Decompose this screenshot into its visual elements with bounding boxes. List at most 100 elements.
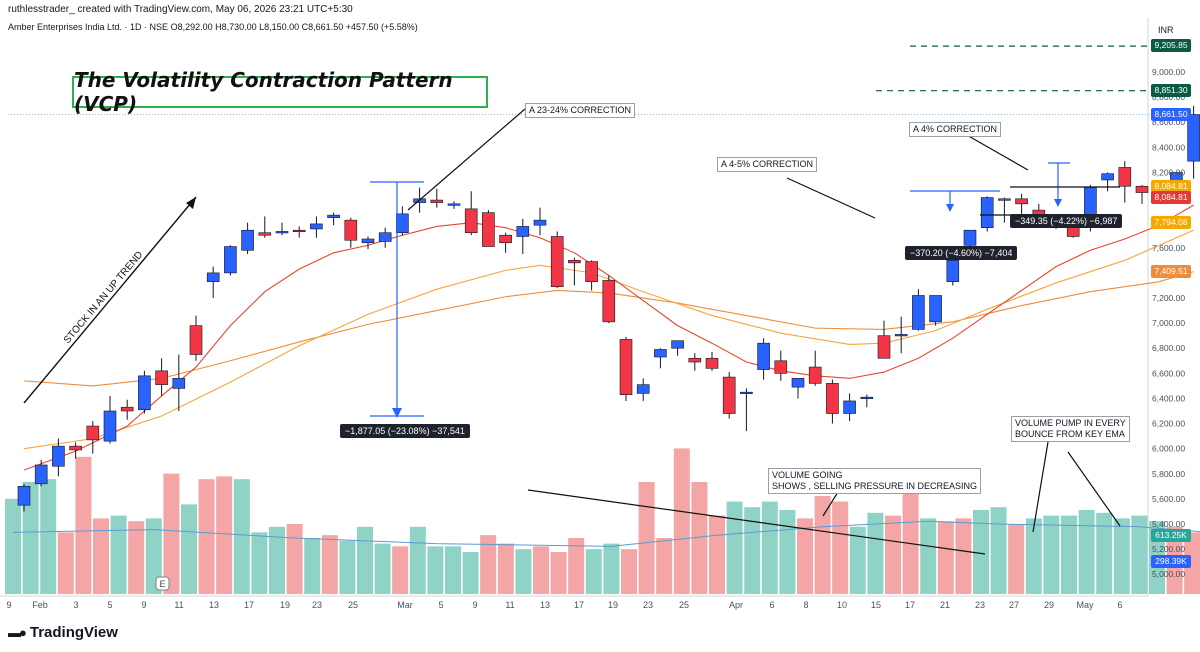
volume-going-note: VOLUME GOING SHOWS , SELLING PRESSURE IN… <box>768 468 982 494</box>
volume-bar-13 <box>233 479 250 594</box>
x-tick-0: 9 <box>6 600 11 610</box>
volume-bar-21 <box>374 543 391 594</box>
x-tick-28: 27 <box>1009 600 1019 610</box>
volume-bar-19 <box>339 540 356 594</box>
candle-body-36 <box>636 384 650 394</box>
candle-46 <box>808 350 822 386</box>
uptrend-label: STOCK IN AN UP TREND <box>62 249 145 345</box>
candle-6 <box>120 399 134 420</box>
candle-8 <box>155 358 168 396</box>
x-tick-12: 5 <box>438 600 443 610</box>
volume-bar-34 <box>603 543 620 594</box>
candle-body-45 <box>791 378 805 388</box>
volume-bar-33 <box>585 549 602 594</box>
candle-29 <box>516 218 530 255</box>
volume-bar-38 <box>673 448 690 594</box>
volume-bar-29 <box>515 549 532 594</box>
measure2-arrow <box>946 204 954 212</box>
candle-body-43 <box>757 342 770 370</box>
x-tick-19: 25 <box>679 600 689 610</box>
x-tick-4: 9 <box>141 600 146 610</box>
tradingview-logo[interactable]: ▬● TradingView <box>8 624 118 641</box>
chart-title-box: The Volatility Contraction Pattern (VCP) <box>72 68 488 116</box>
x-tick-2: 3 <box>73 600 78 610</box>
volume-bar-55 <box>973 510 989 594</box>
price-label-6: 7,409.51 <box>1151 264 1191 278</box>
candle-47 <box>826 379 839 424</box>
candle-7 <box>138 370 151 414</box>
y-tick-17: 5,600.00 <box>1152 494 1185 504</box>
volume-bar-40 <box>709 515 725 594</box>
x-tick-13: 9 <box>472 600 477 610</box>
candle-14 <box>258 216 272 238</box>
callout-line-4 <box>964 133 1029 171</box>
candle-body-22 <box>396 213 409 234</box>
candle-37 <box>654 348 667 369</box>
x-tick-7: 17 <box>244 600 254 610</box>
candle-body-7 <box>138 375 151 411</box>
volume-bar-32 <box>568 538 585 594</box>
price-label-8: 298.39K <box>1151 554 1191 568</box>
x-tick-11: Mar <box>397 600 413 610</box>
price-label-3: 8,084.81 <box>1151 179 1191 193</box>
x-tick-10: 25 <box>348 600 358 610</box>
volume-bar-27 <box>480 535 497 594</box>
candle-27 <box>482 210 495 247</box>
candle-10 <box>189 315 203 361</box>
candle-35 <box>619 336 633 401</box>
volume-bar-59 <box>1043 515 1060 594</box>
volume-bar-14 <box>251 532 268 594</box>
volume-bar-9 <box>163 473 180 594</box>
symbol-ohlc-line: Amber Enterprises India Ltd. · 1D · NSE … <box>8 22 418 32</box>
volume-bar-6 <box>110 515 127 594</box>
candle-body-64 <box>1118 167 1132 187</box>
time-axis[interactable]: 9 Feb 3 5 9 11 13 17 19 23 25 Mar 5 9 11 13 17 19 23 25 Apr 6… <box>6 600 1122 610</box>
candle-body-19 <box>344 219 358 241</box>
volume-bar-62 <box>1096 512 1113 594</box>
volume-bar-11 <box>198 479 215 594</box>
y-tick-12: 6,600.00 <box>1152 368 1185 378</box>
price-axis[interactable]: 9,000.00 8,800.00 8,600.00 8,400.00 8,200.00… <box>1152 67 1185 579</box>
volume-note-pointer <box>822 491 839 517</box>
candle-body-26 <box>464 208 478 234</box>
x-tick-21: 6 <box>769 600 774 610</box>
volume-bar-56 <box>990 507 1007 594</box>
y-tick-16: 5,800.00 <box>1152 469 1185 479</box>
candle-body-1 <box>34 464 48 485</box>
price-label-0: 9,205.85 <box>1151 39 1191 53</box>
candle-53 <box>929 295 942 326</box>
candle-body-63 <box>1101 173 1114 181</box>
candle-30 <box>533 207 547 236</box>
candle-body-35 <box>619 339 633 395</box>
volume-pump-pointer-2 <box>1067 451 1121 527</box>
volume-bar-53 <box>937 521 954 594</box>
volume-bar-7 <box>128 521 145 594</box>
y-tick-20: 5,000.00 <box>1152 569 1185 579</box>
volume-bar-44 <box>779 510 796 594</box>
candle-body-17 <box>310 223 323 230</box>
candle-21 <box>378 227 392 248</box>
correction-23-note: A 23-24% CORRECTION <box>525 103 636 118</box>
candle-50 <box>877 320 891 359</box>
volume-bar-5 <box>93 518 109 594</box>
candle-body-44 <box>774 360 788 374</box>
candle-13 <box>241 222 254 255</box>
volume-bar-16 <box>286 524 303 594</box>
volume-bar-35 <box>621 549 637 594</box>
candle-body-39 <box>688 357 702 363</box>
candle-0 <box>17 483 31 512</box>
volume-trend-line <box>527 489 986 555</box>
volume-bar-57 <box>1008 524 1025 594</box>
volume-bar-47 <box>832 501 849 594</box>
volume-bar-15 <box>269 526 285 594</box>
measure-label-2: −370.20 (−4.60%) −7,404 <box>905 246 1018 260</box>
x-tick-5: 11 <box>174 600 183 610</box>
x-tick-15: 13 <box>540 600 550 610</box>
candle-1 <box>34 459 48 487</box>
volume-bars <box>5 448 1200 594</box>
volume-bar-28 <box>497 543 514 594</box>
price-label-4: 8,084.81 <box>1151 191 1191 205</box>
candle-body-9 <box>172 378 186 389</box>
y-tick-1: 8,800.00 <box>1152 92 1185 102</box>
